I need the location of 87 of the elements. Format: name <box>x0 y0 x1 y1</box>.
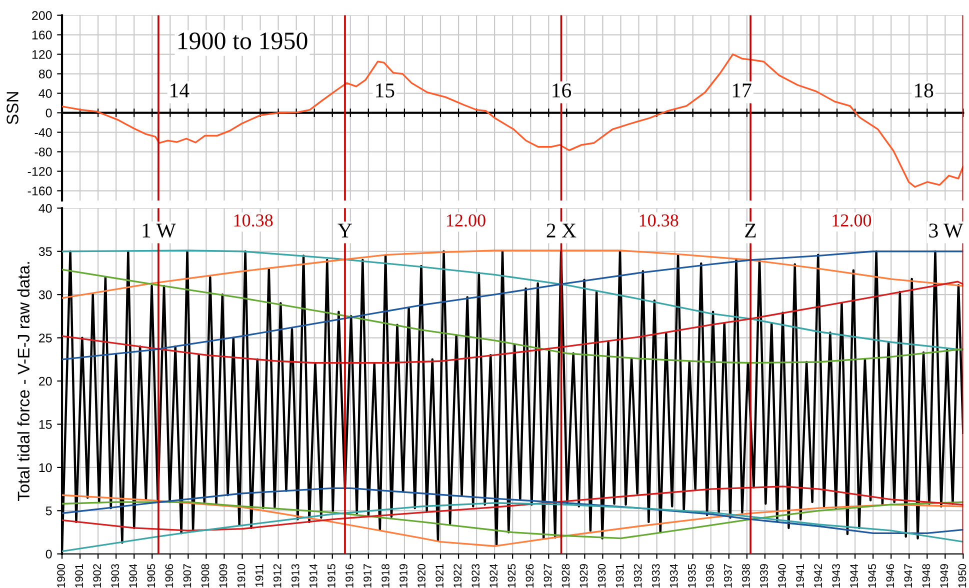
y-tick-label: 120 <box>32 50 52 59</box>
x-tick-label: 1928 <box>562 564 570 588</box>
text: 1900 to 1950 <box>178 32 308 50</box>
x-tick-label: 1933 <box>652 564 660 588</box>
x-tick-label: 1934 <box>670 564 678 588</box>
x-tick-label: 1922 <box>454 564 462 588</box>
x-tick-label: 1947 <box>904 564 912 588</box>
x-tick-label: 1910 <box>237 564 246 588</box>
x-tick-label: 1919 <box>400 564 408 588</box>
x-tick-label: 1909 <box>219 564 228 588</box>
x-tick-label: 1936 <box>706 564 714 588</box>
annotation: 15 <box>376 84 394 98</box>
x-tick-label: 1905 <box>147 564 156 588</box>
x-tick-label: 1918 <box>382 564 390 588</box>
y-tick-label: 0 <box>46 108 52 118</box>
x-tick-label: 1902 <box>93 564 102 588</box>
x-tick-label: 1900 <box>57 564 65 588</box>
x-tick-label: 1939 <box>760 564 768 588</box>
y-tick-label: -80 <box>34 148 52 156</box>
x-tick-label: 1923 <box>472 564 480 588</box>
x-tick-label: 1903 <box>111 564 120 588</box>
y-tick-label: 200 <box>32 11 52 20</box>
x-tick-label: 1946 <box>886 564 894 588</box>
y-tick-label: 20 <box>39 376 52 386</box>
x-tick-label: 1927 <box>544 564 552 588</box>
x-tick-label: 1926 <box>526 564 534 588</box>
y-tick-label: 40 <box>38 204 52 213</box>
x-tick-label: 1916 <box>346 564 354 588</box>
x-tick-label: 1944 <box>850 564 858 588</box>
y-tick-label: 15 <box>39 420 52 429</box>
x-tick-label: 1949 <box>940 564 948 588</box>
x-tick-label: 1938 <box>742 564 750 588</box>
x-tick-label: 1943 <box>832 564 840 588</box>
annotation: 12.00 <box>832 214 872 227</box>
annotation: 14 <box>170 84 190 98</box>
x-tick-label: 1907 <box>183 564 192 588</box>
annotation: 16 <box>552 84 572 98</box>
x-tick-label: 1924 <box>490 564 498 588</box>
x-tick-label: 1948 <box>922 564 930 588</box>
x-tick-label: 1930 <box>598 564 606 588</box>
y-axis-title: Total tidal force - V-E-J raw data. <box>17 262 30 502</box>
x-tick-label: 1920 <box>418 564 426 588</box>
x-tick-label: 1901 <box>75 564 84 588</box>
x-tick-label: 1931 <box>616 564 624 588</box>
y-tick-label: 25 <box>39 334 52 342</box>
y-axis-title: SSN <box>6 92 18 124</box>
x-tick-label: 1937 <box>724 564 732 588</box>
x-tick-label: 1911 <box>255 564 264 587</box>
x-tick-label: 1906 <box>165 564 174 588</box>
annotation: 10.38 <box>234 214 273 227</box>
annotation: 18 <box>914 83 934 98</box>
x-tick-label: 1904 <box>129 564 138 588</box>
annotation: 12.00 <box>447 214 486 227</box>
annotation: 10.38 <box>640 214 678 227</box>
annotation: 17 <box>732 84 752 98</box>
y-tick-label: 30 <box>38 290 52 300</box>
x-tick-label: 1914 <box>309 564 318 588</box>
y-tick-label: 80 <box>38 70 52 78</box>
x-tick-label: 1912 <box>273 564 282 588</box>
ref-line-label: 1 W <box>142 224 176 238</box>
y-tick-label: 5 <box>46 506 52 516</box>
x-tick-label: 1929 <box>580 564 588 588</box>
x-tick-label: 1915 <box>327 564 336 588</box>
y-tick-label: 10 <box>39 463 52 472</box>
y-tick-label: -160 <box>28 186 52 196</box>
x-tick-label: 1925 <box>508 564 516 588</box>
x-tick-label: 1917 <box>364 564 372 588</box>
ref-line-label: 2 X <box>546 224 576 238</box>
y-tick-label: -120 <box>28 167 52 176</box>
x-tick-label: 1940 <box>778 564 786 588</box>
x-tick-label: 1942 <box>814 564 822 588</box>
x-tick-label: 1908 <box>201 564 210 588</box>
x-tick-label: 1935 <box>688 564 696 588</box>
x-tick-label: 1932 <box>634 564 642 588</box>
x-tick-label: 1913 <box>291 564 300 588</box>
y-tick-label: 35 <box>38 247 52 256</box>
x-tick-label: 1921 <box>436 564 444 588</box>
y-tick-label: 160 <box>32 30 52 40</box>
ref-line-label: Y <box>338 224 352 238</box>
x-tick-label: 1950 <box>958 564 966 588</box>
y-tick-label: -40 <box>34 128 52 137</box>
ref-line-label: Z <box>745 224 756 238</box>
y-tick-label: 0 <box>46 550 52 559</box>
y-tick-label: 40 <box>38 89 52 98</box>
ref-line-label: 3 W <box>929 224 964 238</box>
x-tick-label: 1945 <box>868 564 876 588</box>
x-tick-label: 1941 <box>796 564 804 588</box>
